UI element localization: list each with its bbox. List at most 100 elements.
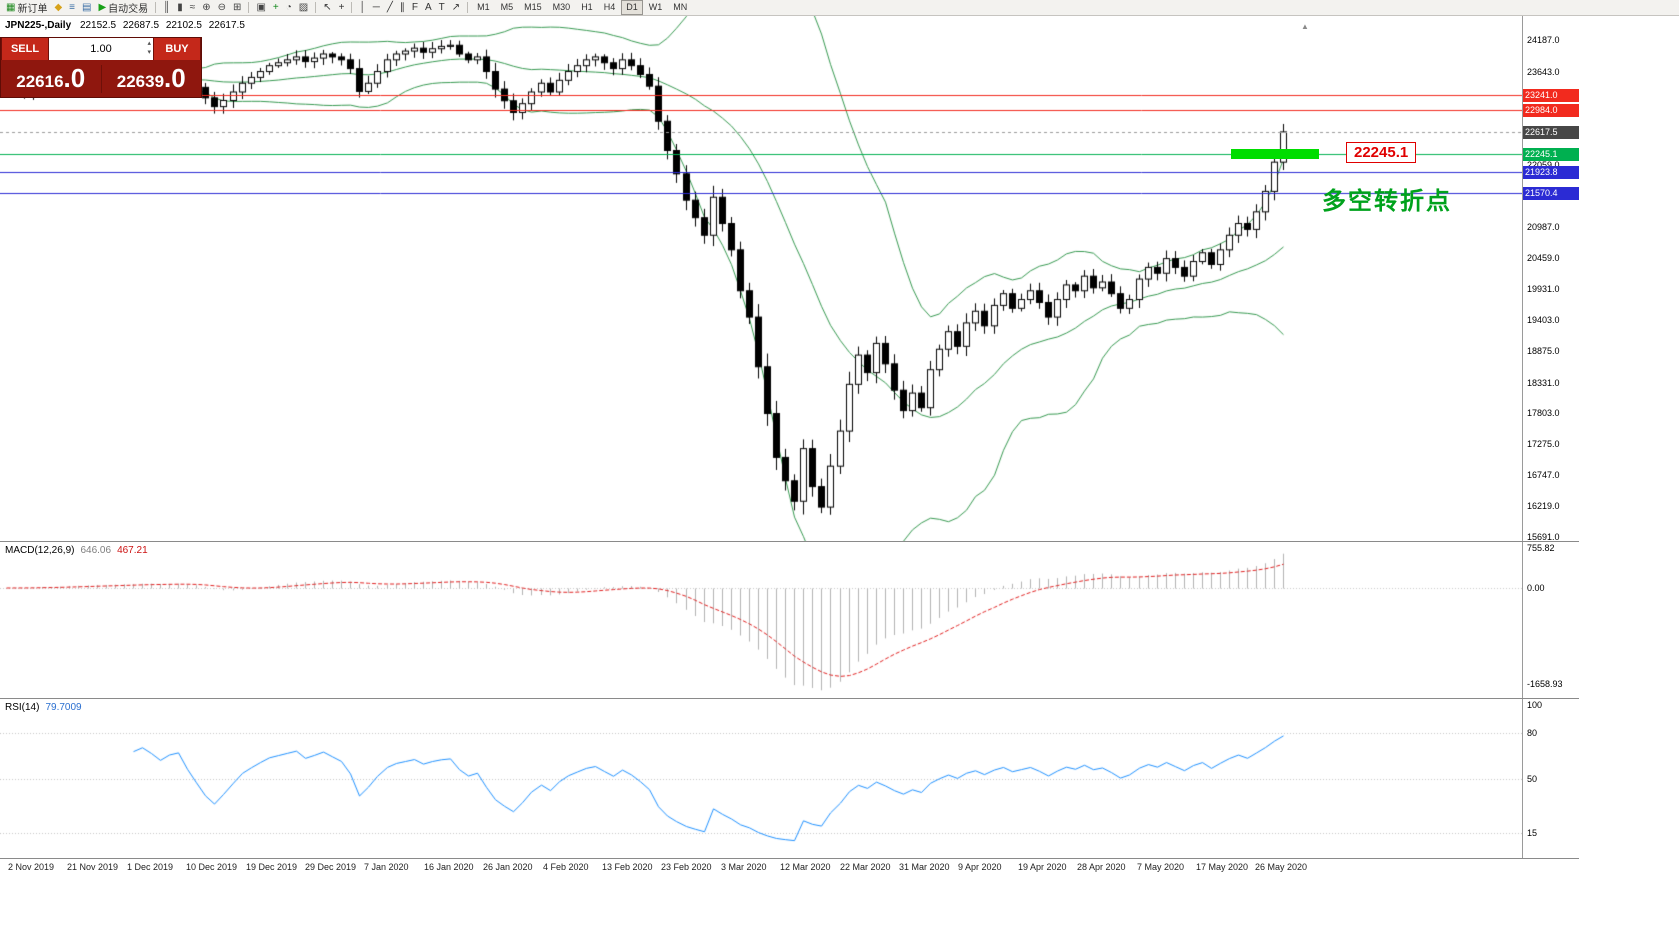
- price-chart-canvas[interactable]: [0, 16, 1522, 541]
- panel-splitter[interactable]: [0, 858, 1579, 859]
- vertical-line-button[interactable]: │: [356, 1, 368, 15]
- macd-main-value: 646.06: [80, 545, 112, 556]
- price-line-label: 22984.0: [1523, 104, 1579, 117]
- market-watch-button[interactable]: ≡: [66, 1, 78, 15]
- new-order-icon: ▦: [6, 1, 16, 13]
- time-axis-label: 12 Mar 2020: [780, 862, 831, 872]
- chart-shift-marker-icon: ▲: [1301, 22, 1309, 31]
- macd-label: MACD(12,26,9): [5, 545, 75, 556]
- arrange-windows-icon: ▣: [256, 1, 266, 13]
- timeframe-d1-button[interactable]: D1: [621, 0, 643, 15]
- horizontal-line-button[interactable]: ─: [370, 1, 383, 15]
- auto-trading-button[interactable]: ▶ 自动交易: [95, 1, 151, 16]
- buy-button[interactable]: BUY: [153, 38, 201, 60]
- rsi-header: RSI(14) 79.7009: [5, 702, 82, 713]
- vertical-line-icon: │: [359, 1, 366, 13]
- time-axis-label: 17 May 2020: [1196, 862, 1249, 872]
- buy-price[interactable]: 22639.0: [102, 65, 202, 92]
- periods-button[interactable]: ◔: [283, 1, 295, 15]
- candlestick-chart-button[interactable]: ▮: [174, 1, 186, 15]
- templates-icon: ▨: [298, 1, 309, 13]
- time-axis-label: 4 Feb 2020: [543, 862, 589, 872]
- timeframe-w1-button[interactable]: W1: [648, 2, 663, 12]
- price-axis-label: 17803.0: [1527, 408, 1560, 418]
- charts-profile-button[interactable]: ◆: [51, 1, 65, 15]
- sell-button[interactable]: SELL: [1, 38, 49, 60]
- rsi-axis-label: 15: [1527, 828, 1538, 838]
- equidistant-channel-button[interactable]: ∥: [397, 1, 408, 15]
- text-button[interactable]: A: [422, 1, 435, 15]
- arrows-button[interactable]: ↗: [449, 1, 463, 15]
- new-order-button-label: 新订单: [17, 4, 48, 15]
- arrange-windows-button[interactable]: ▣: [253, 1, 268, 15]
- rsi-label: RSI(14): [5, 702, 40, 713]
- panel-splitter[interactable]: [0, 541, 1579, 542]
- time-axis-label: 28 Apr 2020: [1077, 862, 1126, 872]
- price-axis-label: 20459.0: [1527, 253, 1560, 263]
- time-axis-label: 23 Feb 2020: [661, 862, 712, 872]
- templates-button[interactable]: ▨: [296, 1, 311, 15]
- time-axis-label: 9 Apr 2020: [958, 862, 1002, 872]
- time-axis-label: 26 Jan 2020: [483, 862, 533, 872]
- terminal-panel-button[interactable]: ▤: [79, 1, 94, 15]
- tile-windows-button[interactable]: ⊞: [230, 1, 244, 15]
- fibonacci-button[interactable]: F: [409, 1, 421, 15]
- rsi-axis-label: 50: [1527, 774, 1538, 784]
- price-axis-border: [1522, 16, 1523, 858]
- volume-input[interactable]: 1.00 ▴ ▾: [49, 38, 153, 60]
- trendline-button[interactable]: ╱: [384, 1, 396, 15]
- tile-windows-icon: ⊞: [233, 1, 242, 13]
- zoom-out-icon: ⊖: [217, 1, 227, 13]
- cursor-button[interactable]: ↖: [320, 1, 334, 15]
- timeframe-m5-button[interactable]: M5: [500, 2, 514, 12]
- panel-splitter[interactable]: [0, 698, 1579, 699]
- timeframe-m30-button[interactable]: M30: [552, 2, 571, 12]
- buy-price-main: 22639: [116, 72, 165, 91]
- sell-price[interactable]: 22616.0: [1, 65, 101, 92]
- macd-axis-label: -1658.93: [1527, 679, 1563, 689]
- charts-profile-icon: ◆: [54, 1, 63, 13]
- chart-ohlc-header: JPN225-,Daily 22152.5 22687.5 22102.5 22…: [5, 20, 249, 31]
- toolbar: ▦ 新订单 ◆ ≡ ▤ ▶ 自动交易 ║ ▮ ≈ ⊕ ⊖ ⊞ ▣ + ◔ ▨ ↖ + │ ─ ╱ ∥ F A T ↗ M1 M5 M15 M…: [0, 0, 1679, 16]
- timeframe-m1-button[interactable]: M1: [477, 2, 490, 12]
- new-order-button[interactable]: ▦ 新订单: [3, 1, 50, 16]
- price-divider: [100, 64, 102, 93]
- line-chart-button[interactable]: ≈: [187, 1, 199, 15]
- timeframe-h1-button[interactable]: H1: [581, 2, 593, 12]
- timeframe-m15-button[interactable]: M15: [524, 2, 542, 12]
- price-axis-label: 16219.0: [1527, 501, 1560, 511]
- terminal-panel-icon: ▤: [82, 1, 92, 13]
- rsi-canvas[interactable]: [0, 699, 1522, 858]
- price-axis-label: 22059.0: [1527, 160, 1560, 170]
- timeframe-mn-button[interactable]: MN: [673, 2, 688, 12]
- cursor-icon: ↖: [323, 1, 332, 13]
- trendline-icon: ╱: [386, 1, 393, 13]
- rsi-value: 79.7009: [45, 702, 82, 713]
- volume-spinner[interactable]: ▴ ▾: [147, 39, 151, 57]
- bar-chart-button[interactable]: ║: [160, 1, 173, 15]
- ohlc-high: 22687.5: [122, 20, 160, 31]
- indicators-icon: +: [272, 1, 279, 13]
- crosshair-button[interactable]: +: [336, 1, 348, 15]
- spinner-down-icon[interactable]: ▾: [147, 49, 151, 56]
- sell-price-frac: .0: [63, 63, 86, 93]
- macd-header: MACD(12,26,9) 646.06 467.21: [5, 545, 148, 556]
- spinner-up-icon[interactable]: ▴: [147, 40, 151, 47]
- timeframe-h4-button[interactable]: H4: [603, 2, 616, 12]
- text-label-button[interactable]: T: [436, 1, 448, 15]
- macd-canvas[interactable]: [0, 542, 1522, 698]
- bar-chart-icon: ║: [163, 1, 171, 13]
- support-zone-highlight[interactable]: [1231, 149, 1319, 159]
- ohlc-open: 22152.5: [79, 20, 117, 31]
- indicators-button[interactable]: +: [270, 1, 282, 15]
- current-price-label: 22617.5: [1523, 126, 1579, 139]
- one-click-trading-panel: SELL 1.00 ▴ ▾ BUY 22616.0 22639.0: [0, 37, 202, 98]
- turning-point-annotation[interactable]: 多空转折点: [1322, 188, 1452, 215]
- zoom-out-button[interactable]: ⊖: [215, 1, 229, 15]
- time-axis-label: 2 Nov 2019: [8, 862, 55, 872]
- price-axis-label: 19931.0: [1527, 284, 1560, 294]
- zoom-in-button[interactable]: ⊕: [199, 1, 213, 15]
- price-callout-box[interactable]: 22245.1: [1346, 142, 1417, 163]
- macd-signal-value: 467.21: [117, 545, 148, 556]
